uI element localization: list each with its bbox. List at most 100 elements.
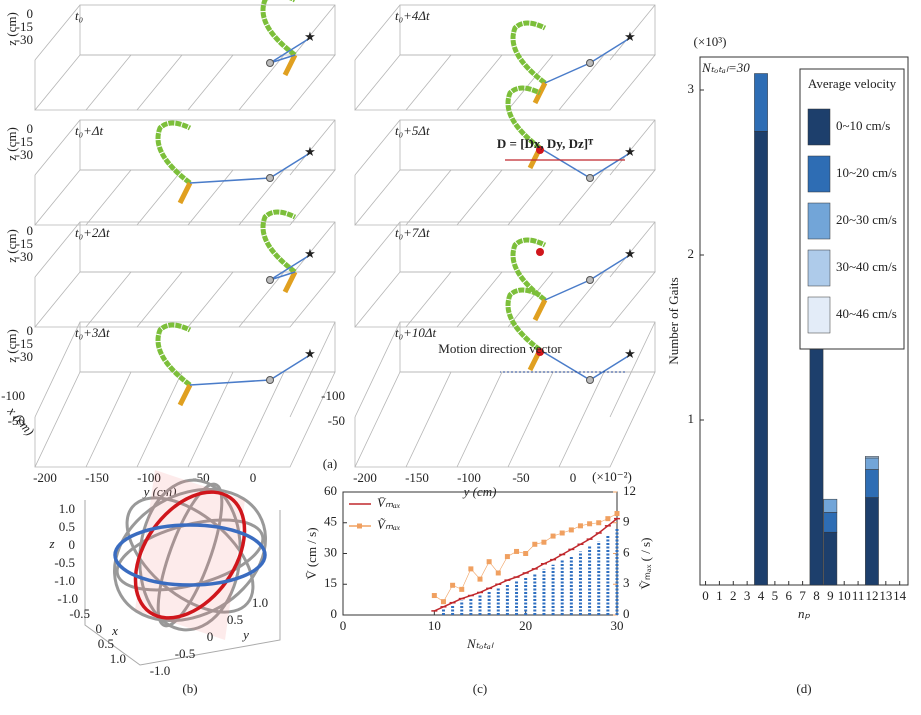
z-tick-label: 0.5 [59,519,75,534]
y-tick-label: 2 [688,246,695,261]
x-tick-label: 0 [340,618,347,633]
legend-swatch [808,203,830,239]
axis-label: z (cm) [4,127,19,161]
y-tick-label: 0 [570,470,577,485]
y-tick-label: 0 [331,606,338,621]
point [514,549,519,554]
point [468,566,473,571]
x-tick-label: 14 [893,588,907,603]
figure: (a) (b) t₀0-15-30z (cm)★t₀+4Δt★t₀+Δt0-15… [0,0,921,715]
grid-line [457,170,502,225]
point [432,593,437,598]
grid-line [508,170,553,225]
x-tick-label: 13 [879,588,892,603]
x-tick-label: 4 [758,588,765,603]
box-back [400,5,655,55]
grid-line [86,272,131,327]
x-tick-label: 7 [799,588,806,603]
legend-label: V̄ₘₐₓ [377,495,401,510]
y-tick-label: 30 [324,544,337,559]
grid-line [137,272,182,327]
z-tick-label: 0 [69,537,76,552]
y-tick-label: -200 [33,470,57,485]
point [450,583,455,588]
star: ★ [624,144,636,159]
box-back [80,120,335,170]
grid-line [188,372,233,467]
point [596,520,601,525]
box-edge [355,222,400,277]
link [540,148,630,178]
star: ★ [624,346,636,361]
box-back [80,322,335,372]
x-tick-label: -1.0 [57,591,78,606]
y-tick-label: -0.5 [175,646,196,661]
grid-line [559,272,604,327]
box-edge [610,322,655,417]
grid-line [457,55,502,110]
grid-line [559,55,604,110]
x-tick-label: 11 [852,588,865,603]
point [496,570,501,575]
y-tick-label: 1 [688,411,695,426]
grid-line [559,170,604,225]
snake-body [263,212,295,272]
point [587,521,592,526]
bar-segment [865,470,878,498]
grid-line [137,170,182,225]
grid-line [239,55,284,110]
box-floor [35,372,335,467]
y-tick-label: 0 [250,470,257,485]
x-tick-label: 6 [785,588,792,603]
y-tick-label: -150 [405,470,429,485]
joint [587,60,594,67]
grid-line [86,372,131,467]
y2-tick-label: 6 [623,544,630,559]
bar-segment [824,532,837,585]
grid-line [406,272,451,327]
legend-swatch [808,297,830,333]
point [578,523,583,528]
legend-label: 30~40 cm/s [836,259,897,274]
box-floor [355,272,655,327]
x-tick-label: 0.5 [98,636,114,651]
bar-segment [824,499,837,512]
bar-segment [865,456,878,458]
point [505,554,510,559]
z-tick-label: -1.0 [54,573,75,588]
grid-line [188,55,233,110]
frame-time: t₀+2Δt [75,225,110,240]
point [615,511,620,516]
y-tick-label: -100 [457,470,481,485]
grid-line [406,372,451,467]
bar-segment [865,498,878,585]
axis-label: z (cm) [4,329,19,363]
point [532,542,537,547]
box-floor [355,55,655,110]
point [487,559,492,564]
annotation: Nₜₒₜₐₗ=30 [701,60,750,75]
y2-tick-label: 0 [623,606,630,621]
panel-label: (d) [796,681,811,696]
x-tick-label: 5 [772,588,779,603]
box-edge [35,322,80,417]
snake-body [158,325,190,385]
grid-line [559,372,604,467]
x-tick-label: 1 [716,588,723,603]
star: ★ [304,144,316,159]
y-tick-label: 1.0 [252,595,268,610]
snake-tail [180,183,190,203]
grid-line [137,372,182,467]
star: ★ [304,29,316,44]
snake-tail [180,385,190,405]
point [478,577,483,582]
snake-body [263,0,295,55]
x-axis-label: Nₜₒₜₐₗ [466,636,494,651]
x-axis-label: nₚ [798,606,811,621]
grid-line [406,170,451,225]
y-tick-label: 0 [207,629,214,644]
star: ★ [304,246,316,261]
link [190,355,310,385]
x-tick-label: 0 [702,588,709,603]
panel-label: (b) [182,681,197,696]
